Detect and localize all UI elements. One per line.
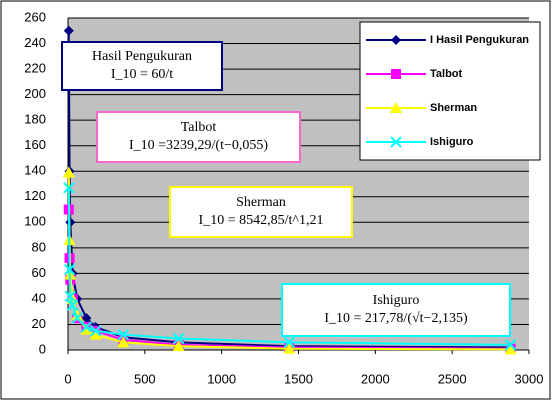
- x-tick-label: 1000: [207, 371, 236, 386]
- marker: [117, 336, 130, 348]
- marker: [390, 102, 402, 113]
- y-tick-label: 200: [24, 86, 46, 101]
- marker: [172, 332, 185, 345]
- marker: [71, 312, 83, 324]
- y-tick-label: 160: [24, 137, 46, 152]
- y-tick-label: 60: [32, 265, 46, 280]
- y-tick-label: 120: [24, 188, 46, 203]
- y-tick-label: 100: [24, 214, 46, 229]
- x-tick-label: 1500: [284, 371, 313, 386]
- marker: [390, 136, 402, 148]
- y-tick-label: 0: [39, 341, 46, 356]
- y-tick-label: 180: [24, 112, 46, 127]
- y-tick-label: 80: [32, 239, 46, 254]
- y-tick-label: 260: [24, 9, 46, 24]
- x-tick-label: 500: [134, 371, 156, 386]
- legend-label: Talbot: [430, 68, 463, 80]
- x-tick-label: 3000: [515, 371, 544, 386]
- legend-box: [359, 21, 541, 161]
- x-tick-label: 2000: [361, 371, 390, 386]
- annotation-box: [281, 283, 511, 337]
- marker: [504, 343, 517, 355]
- annotation-text: I_10 =3239,29/(t−0,055): [129, 138, 268, 153]
- marker: [63, 25, 74, 36]
- marker: [63, 182, 75, 194]
- x-tick-label: 2500: [438, 371, 467, 386]
- legend-label: I Hasil Pengukuran: [430, 34, 529, 46]
- marker: [81, 313, 92, 324]
- x-tick-label: 0: [64, 371, 71, 386]
- annotation-text: Sherman: [236, 195, 286, 210]
- marker: [391, 69, 401, 79]
- annotation-text: I_10 = 8542,85/t^1,21: [199, 213, 324, 228]
- marker: [89, 328, 102, 340]
- y-tick-label: 20: [32, 316, 46, 331]
- legend-label: Sherman: [430, 102, 477, 114]
- marker: [117, 328, 130, 341]
- marker: [391, 35, 401, 45]
- annotation-text: I_10 = 60/t: [111, 67, 173, 82]
- annotation-text: Ishiguro: [373, 293, 420, 308]
- marker: [62, 166, 75, 178]
- marker: [283, 342, 296, 354]
- legend-label: Ishiguro: [430, 136, 474, 148]
- marker: [80, 323, 93, 335]
- marker: [64, 290, 77, 303]
- annotation-box: [61, 41, 223, 91]
- y-tick-label: 220: [24, 61, 46, 76]
- y-tick-label: 40: [32, 290, 46, 305]
- annotation-box: [96, 111, 301, 163]
- annotation-text: Hasil Pengukuran: [92, 49, 192, 64]
- marker: [504, 339, 517, 351]
- marker: [89, 325, 102, 337]
- marker: [66, 299, 79, 312]
- marker: [80, 321, 93, 333]
- annotation-text: I_10 = 217,78/(√t−2,135): [324, 311, 468, 326]
- marker: [172, 340, 185, 352]
- y-tick-label: 140: [24, 163, 46, 178]
- annotation-text: Talbot: [181, 120, 217, 135]
- marker: [63, 263, 76, 276]
- y-tick-label: 240: [24, 35, 46, 50]
- annotation-box: [169, 186, 353, 238]
- marker: [283, 336, 295, 349]
- marker: [71, 309, 84, 321]
